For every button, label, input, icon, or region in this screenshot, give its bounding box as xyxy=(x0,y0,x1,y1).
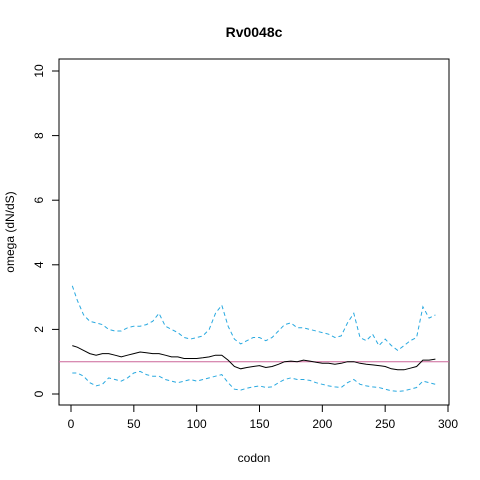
x-tick-label: 100 xyxy=(187,417,207,431)
chart-title: Rv0048c xyxy=(226,24,283,40)
x-axis-label: codon xyxy=(238,451,271,465)
y-tick-label: 0 xyxy=(32,390,46,397)
series-line-upper-bound xyxy=(71,285,436,352)
y-axis-label: omega (dN/dS) xyxy=(3,191,17,272)
x-tick-label: 0 xyxy=(68,417,75,431)
y-tick-label: 2 xyxy=(32,326,46,333)
y-tick-label: 8 xyxy=(32,132,46,139)
x-tick-label: 200 xyxy=(312,417,332,431)
series-line-lower-bound xyxy=(72,370,436,392)
x-tick-label: 300 xyxy=(438,417,458,431)
x-tick-label: 50 xyxy=(127,417,141,431)
series-layer xyxy=(59,285,449,392)
series-line-estimate xyxy=(72,345,436,371)
y-tick-label: 10 xyxy=(32,64,46,78)
x-tick-label: 150 xyxy=(249,417,269,431)
x-tick-label: 250 xyxy=(375,417,395,431)
y-tick-label: 6 xyxy=(32,197,46,204)
x-axis: 0 50 100 150 200 250 300 xyxy=(68,404,458,431)
y-tick-label: 4 xyxy=(32,261,46,268)
plot-frame xyxy=(58,58,450,406)
y-axis: 0 2 4 6 8 10 xyxy=(32,64,60,397)
